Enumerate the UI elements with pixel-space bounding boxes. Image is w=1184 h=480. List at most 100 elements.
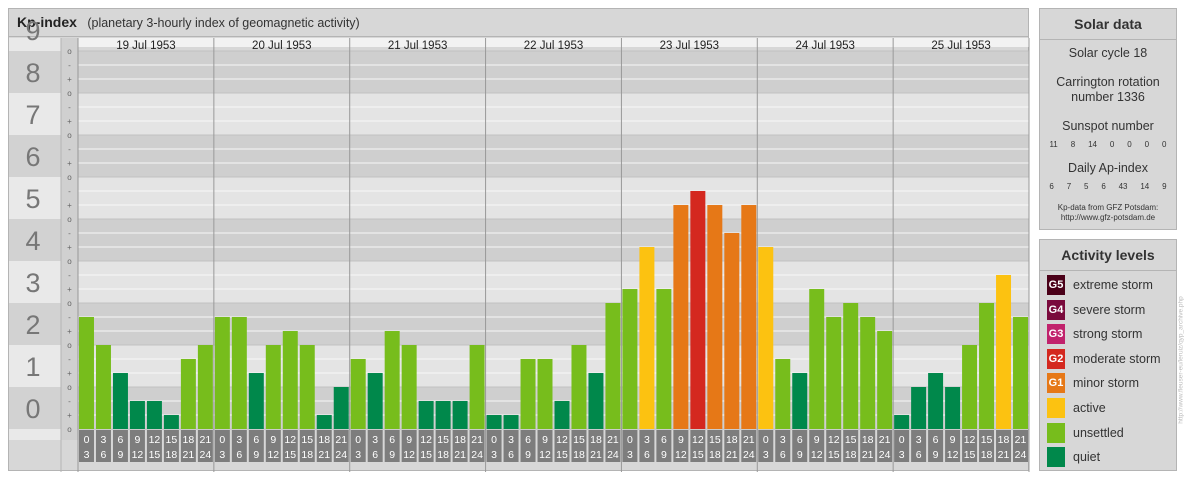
minor-tick-label: +	[67, 117, 72, 126]
interval-start-label: 9	[542, 434, 548, 446]
interval-end-label: 15	[284, 449, 296, 461]
y-band	[9, 303, 61, 345]
interval-end-label: 6	[508, 449, 514, 461]
legend-label: moderate storm	[1073, 351, 1161, 366]
kp-bar	[282, 331, 298, 429]
sunspot-value: 14	[1088, 140, 1097, 149]
kp-bar	[826, 316, 842, 429]
interval-end-label: 18	[166, 449, 178, 461]
interval-end-label: 15	[964, 449, 976, 461]
y-band	[9, 51, 61, 93]
minor-tick-label: o	[67, 425, 72, 434]
ap-value: 6	[1101, 182, 1106, 191]
minor-tick-label: +	[67, 411, 72, 420]
y-tick-label: 6	[25, 142, 40, 172]
interval-start-label: 15	[437, 434, 449, 446]
ap-value: 43	[1118, 182, 1128, 191]
interval-end-label: 3	[627, 449, 633, 461]
legend-item: G4 severe storm	[1047, 299, 1145, 320]
legend-item: unsettled	[1047, 422, 1124, 443]
interval-cell	[894, 430, 910, 462]
kp-bar	[367, 373, 383, 429]
interval-end-label: 9	[389, 449, 395, 461]
kp-bar	[469, 345, 485, 429]
interval-start-label: 0	[491, 434, 497, 446]
kp-bar	[503, 415, 519, 429]
solar-data-title: Solar data	[1040, 9, 1176, 40]
interval-cell	[843, 430, 859, 462]
legend-item: G5 extreme storm	[1047, 275, 1153, 295]
interval-start-label: 12	[149, 434, 161, 446]
activity-levels-title: Activity levels	[1040, 240, 1176, 271]
interval-start-label: 15	[845, 434, 857, 446]
y-band	[9, 345, 61, 387]
day-label: 25 Jul 1953	[931, 40, 990, 52]
kp-bar	[690, 190, 706, 429]
sunspot-value: 0	[1127, 140, 1132, 149]
day-label: 24 Jul 1953	[795, 40, 854, 52]
minor-tick-label: -	[68, 355, 71, 364]
y-tick-label: 0	[25, 394, 40, 424]
sunspot-value: 11	[1049, 140, 1058, 149]
kp-bar	[554, 400, 570, 429]
interval-start-label: 12	[692, 434, 704, 446]
ap-value: 7	[1066, 182, 1072, 191]
kp-bar	[945, 387, 961, 429]
legend-swatch	[1047, 447, 1065, 468]
interval-start-label: 3	[101, 434, 107, 446]
interval-cell	[486, 430, 502, 462]
ap-value: 9	[1162, 182, 1167, 191]
interval-start-label: 9	[950, 434, 956, 446]
interval-cell	[877, 430, 893, 462]
interval-end-label: 3	[899, 449, 905, 461]
interval-cell	[707, 430, 723, 462]
kp-bar	[435, 400, 451, 429]
solar-cycle-text: Solar cycle 18	[1068, 46, 1148, 60]
interval-cell	[214, 430, 230, 462]
legend-label: unsettled	[1073, 425, 1124, 440]
interval-cell	[520, 430, 536, 462]
interval-start-label: 21	[743, 434, 755, 446]
interval-start-label: 21	[1015, 434, 1027, 446]
kp-bar	[1013, 316, 1028, 429]
interval-end-label: 3	[763, 449, 769, 461]
interval-end-label: 9	[797, 449, 803, 461]
interval-end-label: 3	[219, 449, 225, 461]
day-label: 21 Jul 1953	[388, 40, 447, 52]
interval-end-label: 15	[149, 449, 161, 461]
interval-cell	[163, 430, 179, 462]
kp-bar	[486, 415, 502, 429]
interval-start-label: 21	[879, 434, 891, 446]
kp-bar	[418, 400, 434, 429]
interval-cell	[452, 430, 468, 462]
interval-cell	[724, 430, 740, 462]
interval-end-label: 12	[403, 449, 415, 461]
interval-cell	[282, 430, 298, 462]
minor-tick-label: +	[67, 243, 72, 252]
interval-end-label: 24	[200, 449, 212, 461]
ap-value: 5	[1084, 182, 1089, 191]
kp-bar	[707, 205, 723, 429]
watermark-text: http://www.fleuser-eu/leruiz/qyp_archive…	[1177, 295, 1184, 424]
legend-item: active	[1047, 398, 1106, 418]
ap-value: 6	[1049, 182, 1054, 191]
interval-start-label: 15	[981, 434, 993, 446]
y-band	[9, 177, 61, 219]
legend-label: active	[1073, 401, 1106, 415]
activity-levels-box: Activity levels G5 extreme storm G4 severe …	[1039, 239, 1177, 471]
chart-title: Kp-index	[17, 14, 77, 30]
interval-end-label: 21	[318, 449, 330, 461]
interval-start-label: 12	[828, 434, 840, 446]
legend-swatch: G3	[1047, 324, 1065, 345]
minor-tick-label: o	[67, 215, 72, 224]
interval-end-label: 18	[709, 449, 721, 461]
kp-bar	[588, 373, 604, 429]
chart-header: Kp-index (planetary 3-hourly index of ge…	[9, 9, 1028, 37]
minor-tick-label: o	[67, 89, 72, 98]
y-tick-label: 4	[25, 226, 40, 256]
plot-band	[78, 135, 1029, 177]
interval-end-label: 24	[607, 449, 619, 461]
interval-start-label: 0	[84, 434, 90, 446]
y-tick-label: 5	[25, 184, 40, 214]
y-band	[9, 93, 61, 135]
